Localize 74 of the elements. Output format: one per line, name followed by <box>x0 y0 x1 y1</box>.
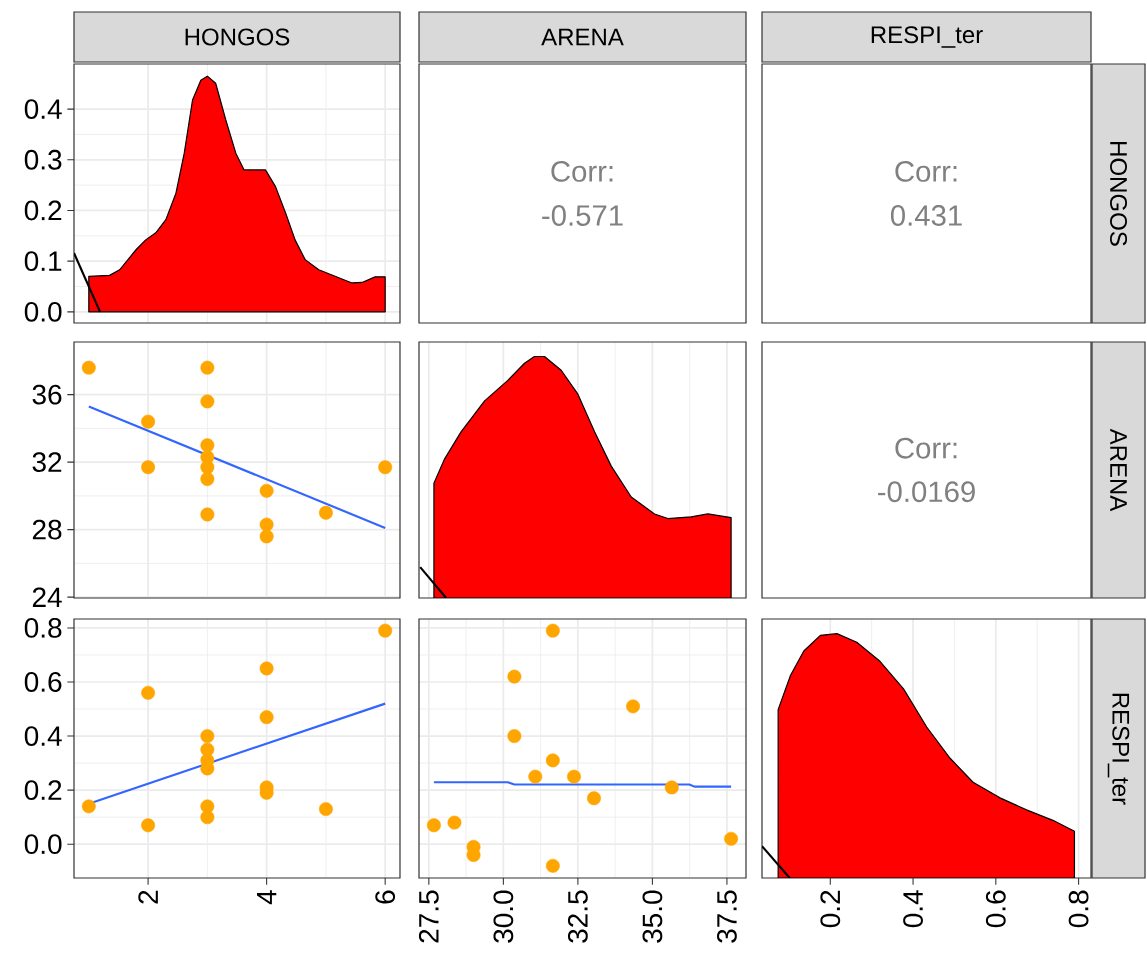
point <box>259 483 274 498</box>
point <box>141 685 156 700</box>
x-tick-label: 30.0 <box>493 890 514 943</box>
point <box>200 472 215 486</box>
point <box>259 529 274 544</box>
y-tick-label: 32 <box>32 452 62 473</box>
text: Corr: <box>551 161 613 182</box>
x-tick-label: 32.5 <box>567 890 588 943</box>
point <box>378 460 393 475</box>
y-tick-label: 36 <box>32 384 62 405</box>
x-tick-label: 2 <box>138 890 158 904</box>
point <box>259 517 274 532</box>
point <box>426 818 441 833</box>
point <box>318 802 333 816</box>
x-tick-label: 0.4 <box>903 890 923 928</box>
point <box>200 438 215 453</box>
y-tick-label: 0.4 <box>24 99 62 120</box>
y-tick-label: 0.2 <box>24 780 62 801</box>
point <box>528 769 543 784</box>
y-tick-label: 0.0 <box>24 834 62 855</box>
point <box>507 729 522 743</box>
point <box>200 360 215 375</box>
point <box>200 729 215 743</box>
y-tick-label: 0.6 <box>24 672 62 692</box>
y-tick-label: 0.3 <box>24 149 62 170</box>
point <box>259 710 274 725</box>
point <box>545 623 560 638</box>
y-tick-label: 28 <box>32 519 62 540</box>
x-tick-label: 6 <box>375 890 396 904</box>
text: -0.571 <box>542 205 623 226</box>
point <box>567 769 581 784</box>
point <box>626 699 640 714</box>
point <box>587 791 601 806</box>
text: ARENA <box>541 28 624 46</box>
point <box>664 780 679 795</box>
x-tick-label: 0.8 <box>1068 890 1089 928</box>
y-tick-label: 0.8 <box>24 618 62 638</box>
text: RESPI_ter <box>871 26 983 48</box>
point <box>318 505 333 520</box>
chart-title: HONGOS <box>185 28 290 46</box>
point <box>81 799 96 814</box>
y-tick-label: 0.0 <box>24 301 62 322</box>
x-tick-label: 4 <box>257 890 277 905</box>
y-tick-label: 24 <box>32 587 62 607</box>
point <box>545 858 560 873</box>
point <box>81 360 96 375</box>
point <box>200 394 215 409</box>
text: Corr: <box>895 161 957 182</box>
point <box>447 815 462 830</box>
point <box>141 414 156 429</box>
text: HONGOS <box>1110 142 1128 246</box>
point <box>141 818 156 833</box>
y-tick-label: 0.4 <box>24 726 62 746</box>
text: ARENA <box>1110 428 1127 512</box>
point <box>724 831 739 846</box>
x-tick-label: 37.5 <box>717 890 737 943</box>
x-tick-label: 35.0 <box>642 890 663 943</box>
point <box>259 661 274 676</box>
point <box>507 669 522 684</box>
text: Corr: <box>895 437 957 459</box>
point <box>200 810 215 825</box>
x-tick-label: 0.6 <box>985 890 1006 928</box>
point <box>378 623 393 638</box>
x-tick-label: 27.5 <box>418 890 439 943</box>
point <box>545 753 560 768</box>
point <box>141 460 156 475</box>
x-tick-label: 0.2 <box>820 890 841 928</box>
y-tick-label: 0.1 <box>24 251 62 272</box>
point <box>200 460 215 475</box>
text: 0.431 <box>890 205 962 226</box>
text: -0.0169 <box>878 481 975 503</box>
y-tick-label: 0.2 <box>24 200 62 221</box>
point <box>200 507 215 522</box>
y2-axis-title: RESPI_ter <box>1107 693 1130 805</box>
